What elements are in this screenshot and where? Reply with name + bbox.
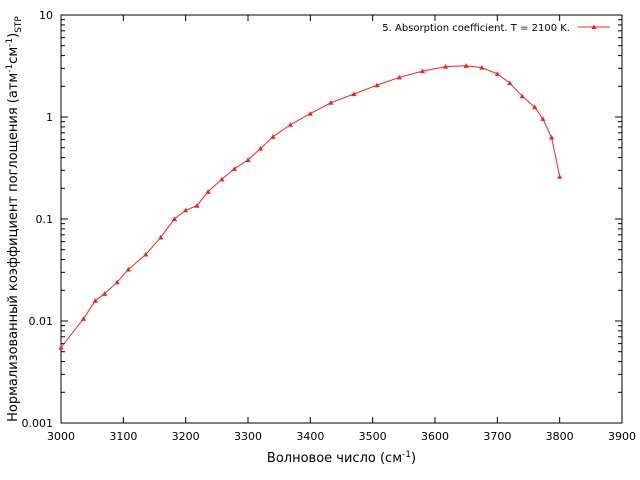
x-axis-title-end: ) [411, 451, 416, 466]
data-point-marker [328, 100, 334, 105]
x-tick-label: 3600 [421, 430, 449, 443]
data-point-marker [494, 71, 500, 76]
data-point-marker [479, 65, 485, 70]
y-tick-label: 0.01 [29, 315, 54, 328]
x-tick-label: 3800 [546, 430, 574, 443]
data-point-marker [548, 134, 555, 140]
plot-frame [60, 14, 623, 424]
y-axis-title-sup2: -1 [5, 38, 15, 47]
data-point-marker [231, 166, 237, 171]
data-point-marker [205, 189, 211, 194]
data-point-marker [374, 82, 380, 88]
data-point-marker [114, 279, 120, 285]
data-point-marker [92, 298, 98, 303]
x-tick-label: 3000 [47, 430, 75, 443]
legend-series-label: 5. Absorption coefficient. T = 2100 K. [382, 23, 570, 34]
x-axis-title-sup: -1 [402, 450, 411, 460]
x-axis-title-main: Волновое число (см [267, 451, 402, 466]
x-axis-title: Волновое число (см-1) [267, 450, 416, 466]
data-point-marker [125, 266, 131, 272]
data-point-marker [158, 234, 164, 240]
y-axis-title: Нормализованный коэффициент поглощения (… [5, 16, 24, 422]
y-axis-title-sup1: -1 [5, 64, 15, 73]
data-point-marker [102, 291, 108, 296]
data-point-marker [219, 176, 225, 182]
axis-ticks [60, 14, 623, 424]
data-point-marker [245, 157, 251, 162]
data-point-marker [287, 122, 293, 127]
data-point-marker [419, 68, 426, 74]
data-point-marker [257, 146, 264, 151]
legend-series-marker [591, 24, 597, 30]
data-point-marker [519, 93, 525, 99]
series-layer [58, 63, 563, 350]
data-point-marker [532, 104, 538, 110]
y-axis-title-sub: STP [14, 16, 24, 33]
data-point-marker [270, 134, 276, 139]
data-point-marker [351, 91, 357, 97]
data-point-marker [194, 203, 200, 208]
y-axis-title-main: Нормализованный коэффициент поглощения (… [6, 73, 21, 422]
data-point-marker [58, 344, 64, 350]
data-point-marker [442, 63, 449, 69]
data-point-marker [507, 80, 513, 86]
y-tick-label: 10 [39, 9, 53, 22]
x-tick-label: 3200 [172, 430, 200, 443]
series-line [60, 65, 561, 348]
y-axis-title-mid: см [6, 47, 21, 64]
x-tick-label: 3500 [359, 430, 387, 443]
data-point-marker [183, 207, 189, 213]
data-point-marker [171, 216, 178, 222]
data-point-marker [540, 116, 546, 121]
legend: 5. Absorption coefficient. T = 2100 K. [382, 23, 610, 34]
data-point-marker [143, 251, 149, 257]
x-tick-label: 3900 [608, 430, 636, 443]
data-point-marker [557, 174, 563, 179]
data-point-marker [463, 63, 469, 68]
y-tick-label: 1 [46, 111, 53, 124]
data-point-marker [307, 110, 313, 116]
x-tick-label: 3100 [109, 430, 137, 443]
x-tick-label: 3400 [296, 430, 324, 443]
data-point-marker [396, 74, 403, 80]
axis-tick-labels: 3000 3100 3200 3300 3400 3500 3600 3700 3800 3900… [22, 9, 637, 443]
x-tick-label: 3300 [234, 430, 262, 443]
x-tick-label: 3700 [483, 430, 511, 443]
y-tick-label: 0.001 [22, 417, 54, 430]
y-tick-label: 0.1 [36, 213, 54, 226]
data-point-marker [80, 316, 87, 321]
y-axis-title-end: ) [6, 33, 21, 38]
